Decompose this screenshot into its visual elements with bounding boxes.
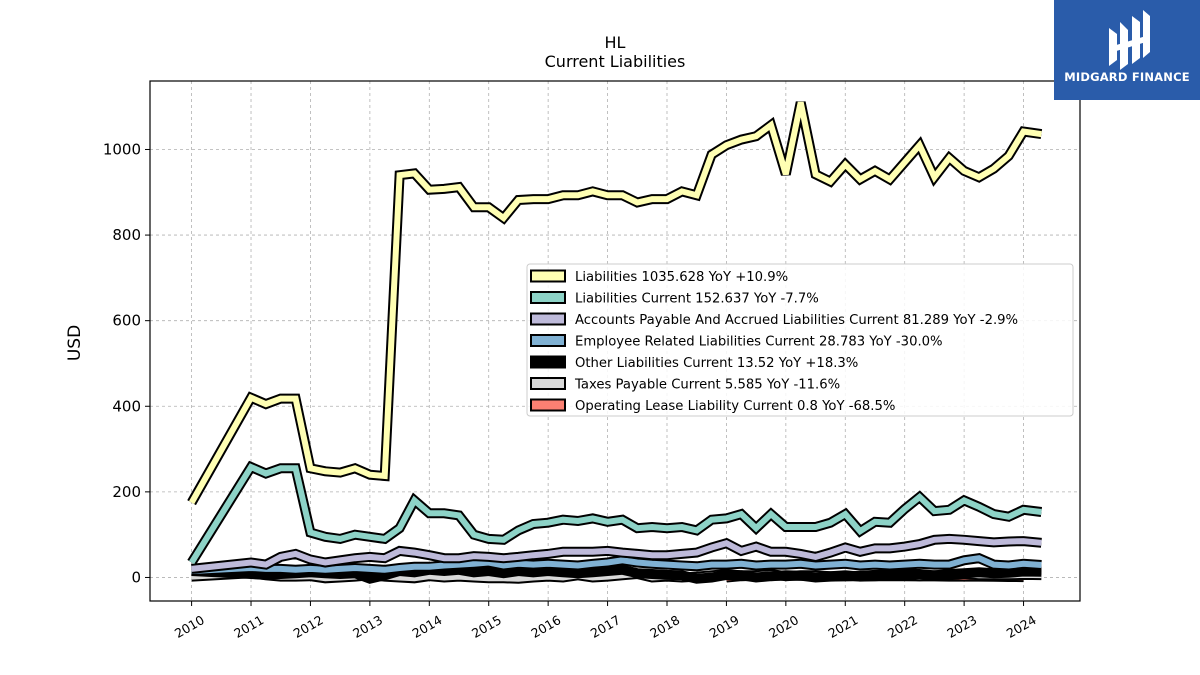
legend: Liabilities 1035.628 YoY +10.9% Liabiliti… [526, 263, 1074, 417]
legend-entry-label: Liabilities 1035.628 YoY +10.9% [575, 270, 788, 285]
y-tick-label: 1000 [103, 140, 141, 158]
x-tick-label: 2024 [1004, 612, 1039, 641]
series-layer [187, 101, 1043, 584]
legend-swatch [530, 291, 566, 304]
x-tick-label: 2015 [469, 612, 504, 641]
x-tick-label: 2018 [647, 612, 682, 641]
x-tick-label: 2014 [410, 612, 445, 641]
legend-entry-label: Liabilities Current 152.637 YoY -7.7% [575, 292, 819, 307]
legend-entry-label: Taxes Payable Current 5.585 YoY -11.6% [574, 378, 840, 393]
x-tick-label: 2010 [172, 612, 207, 641]
legend-entry-label: Employee Related Liabilities Current 28.… [575, 335, 943, 350]
series-line [191, 555, 1042, 574]
series-line [189, 463, 1042, 565]
series-liabilities-current [187, 460, 1043, 566]
legend-swatch [530, 312, 566, 326]
x-tick-label: 2012 [291, 612, 326, 641]
chart-subtitle: Current Liabilities [545, 52, 686, 71]
x-tick-label: 2020 [766, 612, 801, 641]
chart-title: HL [605, 33, 626, 52]
midgard-logo-icon [1109, 10, 1150, 70]
y-axis-label: USD [65, 325, 85, 361]
x-tick-label: 2017 [588, 612, 623, 641]
x-tick-label: 2019 [707, 612, 742, 641]
legend-entry-label: Accounts Payable And Accrued Liabilities… [575, 313, 1018, 328]
y-tick-label: 400 [112, 397, 141, 415]
y-tick-label: 800 [112, 226, 141, 244]
legend-swatch [530, 398, 566, 412]
legend-swatch [530, 334, 566, 347]
x-tick-label: 2021 [825, 612, 860, 641]
brand-logo: MIDGARD FINANCE [1054, 0, 1200, 100]
x-tick-label: 2023 [944, 612, 979, 641]
logo-text: MIDGARD FINANCE [1064, 70, 1190, 84]
legend-entry-label: Other Liabilities Current 13.52 YoY +18.… [575, 356, 858, 371]
series-line [191, 535, 1042, 572]
x-tick-label: 2013 [350, 612, 385, 641]
y-tick-label: 0 [131, 568, 141, 586]
y-tick-label: 600 [112, 312, 141, 330]
series-employee-related-liabilities-current [191, 553, 1042, 576]
x-tick-label: 2016 [528, 612, 563, 641]
series-accounts-payable-and-accrued-liabilities-current [191, 533, 1042, 574]
series-line [188, 101, 1042, 505]
legend-swatch [530, 355, 566, 369]
legend-swatch [530, 269, 566, 283]
plot-frame [149, 80, 1081, 602]
x-tick-label: 2022 [885, 612, 920, 641]
legend-box [526, 263, 1074, 417]
series-liabilities [187, 101, 1043, 506]
x-tick-label: 2011 [231, 612, 266, 641]
y-tick-label: 200 [112, 483, 141, 501]
legend-entry-label: Operating Lease Liability Current 0.8 Yo… [575, 399, 895, 414]
series-line [191, 566, 1042, 582]
series-other-liabilities-current [191, 564, 1042, 584]
legend-swatch [530, 377, 566, 390]
